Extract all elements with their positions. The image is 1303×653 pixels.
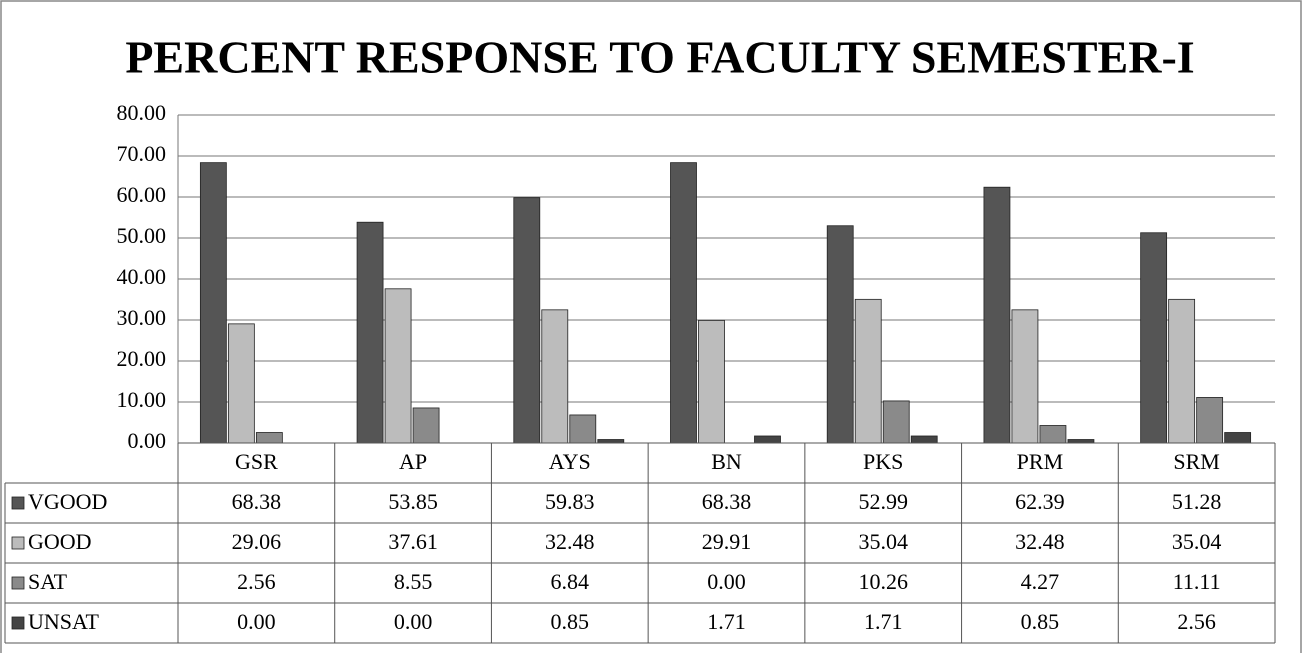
- bar: [1168, 298, 1196, 444]
- table-cell: 0.00: [707, 569, 746, 594]
- table-cell: 62.39: [1015, 489, 1065, 514]
- bar: [983, 186, 1011, 444]
- table-cell: 1.71: [707, 609, 746, 634]
- bar: [698, 319, 725, 444]
- bar: [1196, 397, 1224, 444]
- bar: [754, 435, 781, 444]
- y-tick-label: 0.00: [128, 428, 167, 453]
- bar: [854, 298, 882, 444]
- table-cell: 0.85: [1021, 609, 1060, 634]
- bar: [541, 309, 569, 444]
- table-cell: 59.83: [545, 489, 595, 514]
- legend-label: UNSAT: [28, 609, 99, 634]
- y-tick-label: 30.00: [117, 305, 167, 330]
- x-tick-label: AYS: [549, 449, 591, 474]
- x-tick-label: PRM: [1017, 449, 1063, 474]
- x-tick-label: BN: [711, 449, 742, 474]
- bar: [910, 435, 938, 444]
- table-cell: 2.56: [237, 569, 276, 594]
- y-tick-label: 60.00: [117, 182, 167, 207]
- legend-swatch: [11, 496, 25, 510]
- bar: [670, 162, 697, 444]
- table-cell: 35.04: [1172, 529, 1222, 554]
- bar: [1140, 232, 1168, 444]
- table-cell: 6.84: [551, 569, 590, 594]
- bar: [199, 162, 227, 444]
- legend-label: SAT: [28, 569, 68, 594]
- y-tick-label: 50.00: [117, 223, 167, 248]
- bar: [384, 288, 412, 444]
- table-cell: 52.99: [858, 489, 908, 514]
- table-cell: 10.26: [858, 569, 908, 594]
- bar: [1011, 309, 1039, 444]
- table-cell: 68.38: [702, 489, 752, 514]
- legend-label: GOOD: [28, 529, 92, 554]
- table-cell: 29.06: [232, 529, 282, 554]
- bar: [1067, 439, 1095, 444]
- y-tick-label: 80.00: [117, 100, 167, 125]
- bar: [826, 225, 854, 444]
- legend-swatch: [11, 576, 25, 590]
- table-cell: 32.48: [1015, 529, 1065, 554]
- bar: [227, 323, 255, 444]
- bar: [1039, 425, 1067, 444]
- table-cell: 0.85: [551, 609, 590, 634]
- bar: [356, 221, 384, 444]
- table-cell: 2.56: [1177, 609, 1216, 634]
- x-tick-label: PKS: [863, 449, 903, 474]
- bar: [513, 197, 541, 444]
- y-tick-label: 20.00: [117, 346, 167, 371]
- x-tick-label: AP: [399, 449, 427, 474]
- x-tick-label: GSR: [235, 449, 278, 474]
- bar: [569, 414, 597, 444]
- table-cell: 51.28: [1172, 489, 1222, 514]
- table-cell: 37.61: [388, 529, 438, 554]
- chart-title: PERCENT RESPONSE TO FACULTY SEMESTER-I: [125, 32, 1194, 83]
- y-tick-label: 70.00: [117, 141, 167, 166]
- x-tick-label: SRM: [1173, 449, 1219, 474]
- legend-swatch: [11, 616, 25, 630]
- bar: [1224, 432, 1252, 444]
- bar: [882, 400, 910, 444]
- legend-label: VGOOD: [28, 489, 107, 514]
- legend-swatch: [11, 536, 25, 550]
- table-cell: 32.48: [545, 529, 595, 554]
- table-cell: 11.11: [1173, 569, 1221, 594]
- table-cell: 29.91: [702, 529, 752, 554]
- table-cell: 8.55: [394, 569, 433, 594]
- table-cell: 0.00: [394, 609, 433, 634]
- bar: [412, 407, 440, 444]
- table-cell: 35.04: [858, 529, 908, 554]
- table-cell: 4.27: [1021, 569, 1060, 594]
- bar: [255, 432, 283, 444]
- y-tick-label: 40.00: [117, 264, 167, 289]
- table-cell: 53.85: [388, 489, 438, 514]
- table-cell: 68.38: [232, 489, 282, 514]
- table-cell: 1.71: [864, 609, 903, 634]
- bar: [597, 439, 625, 444]
- y-tick-label: 10.00: [117, 387, 167, 412]
- table-cell: 0.00: [237, 609, 276, 634]
